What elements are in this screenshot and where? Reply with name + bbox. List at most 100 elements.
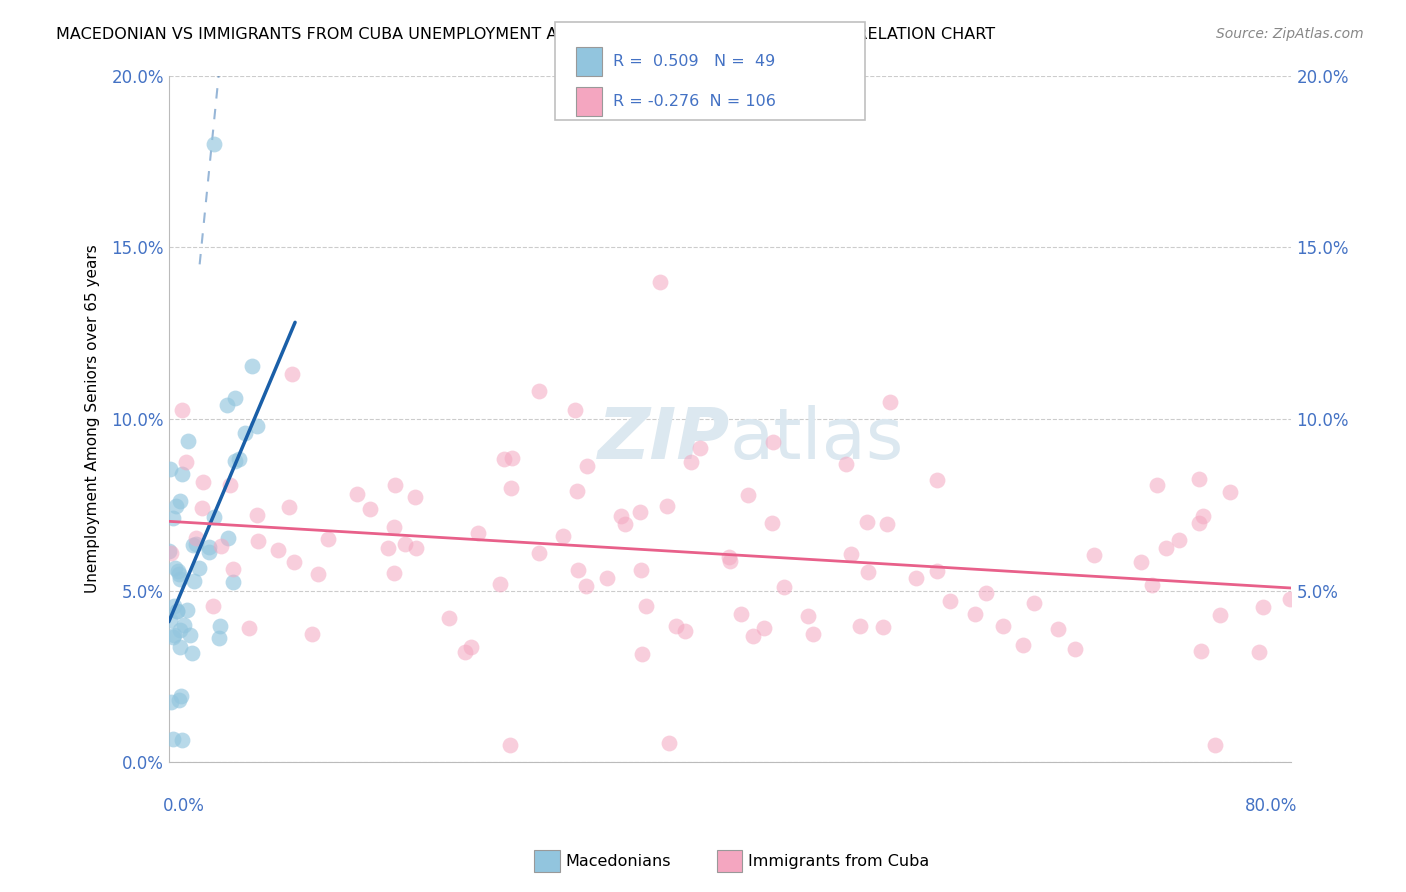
Point (228, 451, 250, 466)
Point (179, 628, 201, 642)
Point (718, 554, 741, 568)
Y-axis label: Unemployment Among Seniors over 65 years: Unemployment Among Seniors over 65 years (86, 244, 100, 593)
Point (170, 733, 193, 747)
Point (240, 359, 263, 373)
Point (162, 731, 184, 746)
Point (384, 478, 406, 492)
Point (405, 491, 427, 505)
Point (382, 520, 405, 534)
Point (658, 736, 681, 750)
Point (221, 562, 243, 576)
Point (217, 531, 239, 545)
Point (162, 630, 184, 644)
Point (162, 510, 184, 524)
Point (499, 738, 522, 752)
Point (277, 500, 299, 515)
Point (283, 555, 305, 569)
Point (963, 607, 986, 621)
Point (567, 563, 589, 577)
Point (501, 451, 523, 466)
Point (673, 624, 696, 639)
Point (169, 640, 191, 655)
Point (636, 599, 658, 613)
Point (1167, 533, 1189, 548)
Point (858, 565, 880, 579)
Point (648, 275, 671, 289)
Point (1063, 642, 1085, 657)
Point (280, 367, 302, 381)
Point (939, 594, 962, 608)
Point (233, 425, 256, 440)
Point (167, 567, 190, 582)
Point (165, 499, 187, 513)
Point (1209, 608, 1232, 623)
Point (215, 398, 238, 412)
Point (613, 516, 636, 531)
Point (762, 434, 785, 449)
Point (575, 579, 598, 593)
Point (665, 619, 688, 633)
Point (183, 574, 205, 588)
Point (160, 695, 183, 709)
Point (494, 451, 516, 466)
Point (173, 617, 195, 632)
Text: 0.0%: 0.0% (163, 797, 205, 814)
Point (1024, 596, 1046, 610)
Text: MACEDONIAN VS IMMIGRANTS FROM CUBA UNEMPLOYMENT AMONG SENIORS OVER 65 YEARS CORR: MACEDONIAN VS IMMIGRANTS FROM CUBA UNEMP… (56, 27, 995, 42)
Point (198, 540, 221, 554)
Point (202, 509, 225, 524)
Point (1189, 644, 1212, 658)
Point (169, 572, 191, 586)
Point (1129, 555, 1152, 569)
Point (925, 473, 948, 487)
Point (193, 475, 215, 489)
Point (405, 541, 427, 555)
Point (1011, 638, 1033, 652)
Point (1146, 477, 1168, 491)
Point (188, 561, 211, 575)
Point (301, 627, 323, 641)
Point (855, 516, 877, 530)
Point (730, 607, 752, 621)
Point (169, 494, 191, 508)
Point (209, 618, 232, 632)
Point (1247, 645, 1270, 659)
Point (359, 502, 381, 516)
Point (159, 613, 181, 627)
Point (628, 505, 651, 519)
Point (157, 543, 180, 558)
Point (905, 571, 928, 585)
Point (717, 550, 740, 565)
Point (174, 455, 197, 469)
Point (382, 566, 405, 580)
Point (565, 483, 588, 498)
Point (879, 395, 901, 409)
Point (596, 571, 619, 585)
Text: atlas: atlas (730, 405, 904, 474)
Point (839, 547, 862, 561)
Point (1154, 541, 1177, 555)
Point (1140, 577, 1163, 591)
Point (772, 580, 794, 594)
Point (1188, 472, 1211, 486)
Point (1083, 549, 1105, 563)
Text: 80.0%: 80.0% (1244, 797, 1298, 814)
Point (202, 137, 225, 152)
Point (679, 454, 702, 468)
Point (224, 454, 246, 468)
Point (267, 543, 290, 558)
Point (166, 604, 188, 618)
Point (1191, 508, 1213, 523)
Point (181, 646, 204, 660)
Point (876, 517, 898, 532)
Point (186, 536, 208, 550)
Point (209, 540, 232, 554)
Point (737, 488, 759, 502)
Point (224, 391, 246, 405)
Point (499, 481, 522, 495)
Point (801, 626, 824, 640)
Point (454, 645, 477, 659)
Point (1251, 600, 1274, 615)
Point (1204, 738, 1226, 752)
Point (551, 529, 574, 543)
